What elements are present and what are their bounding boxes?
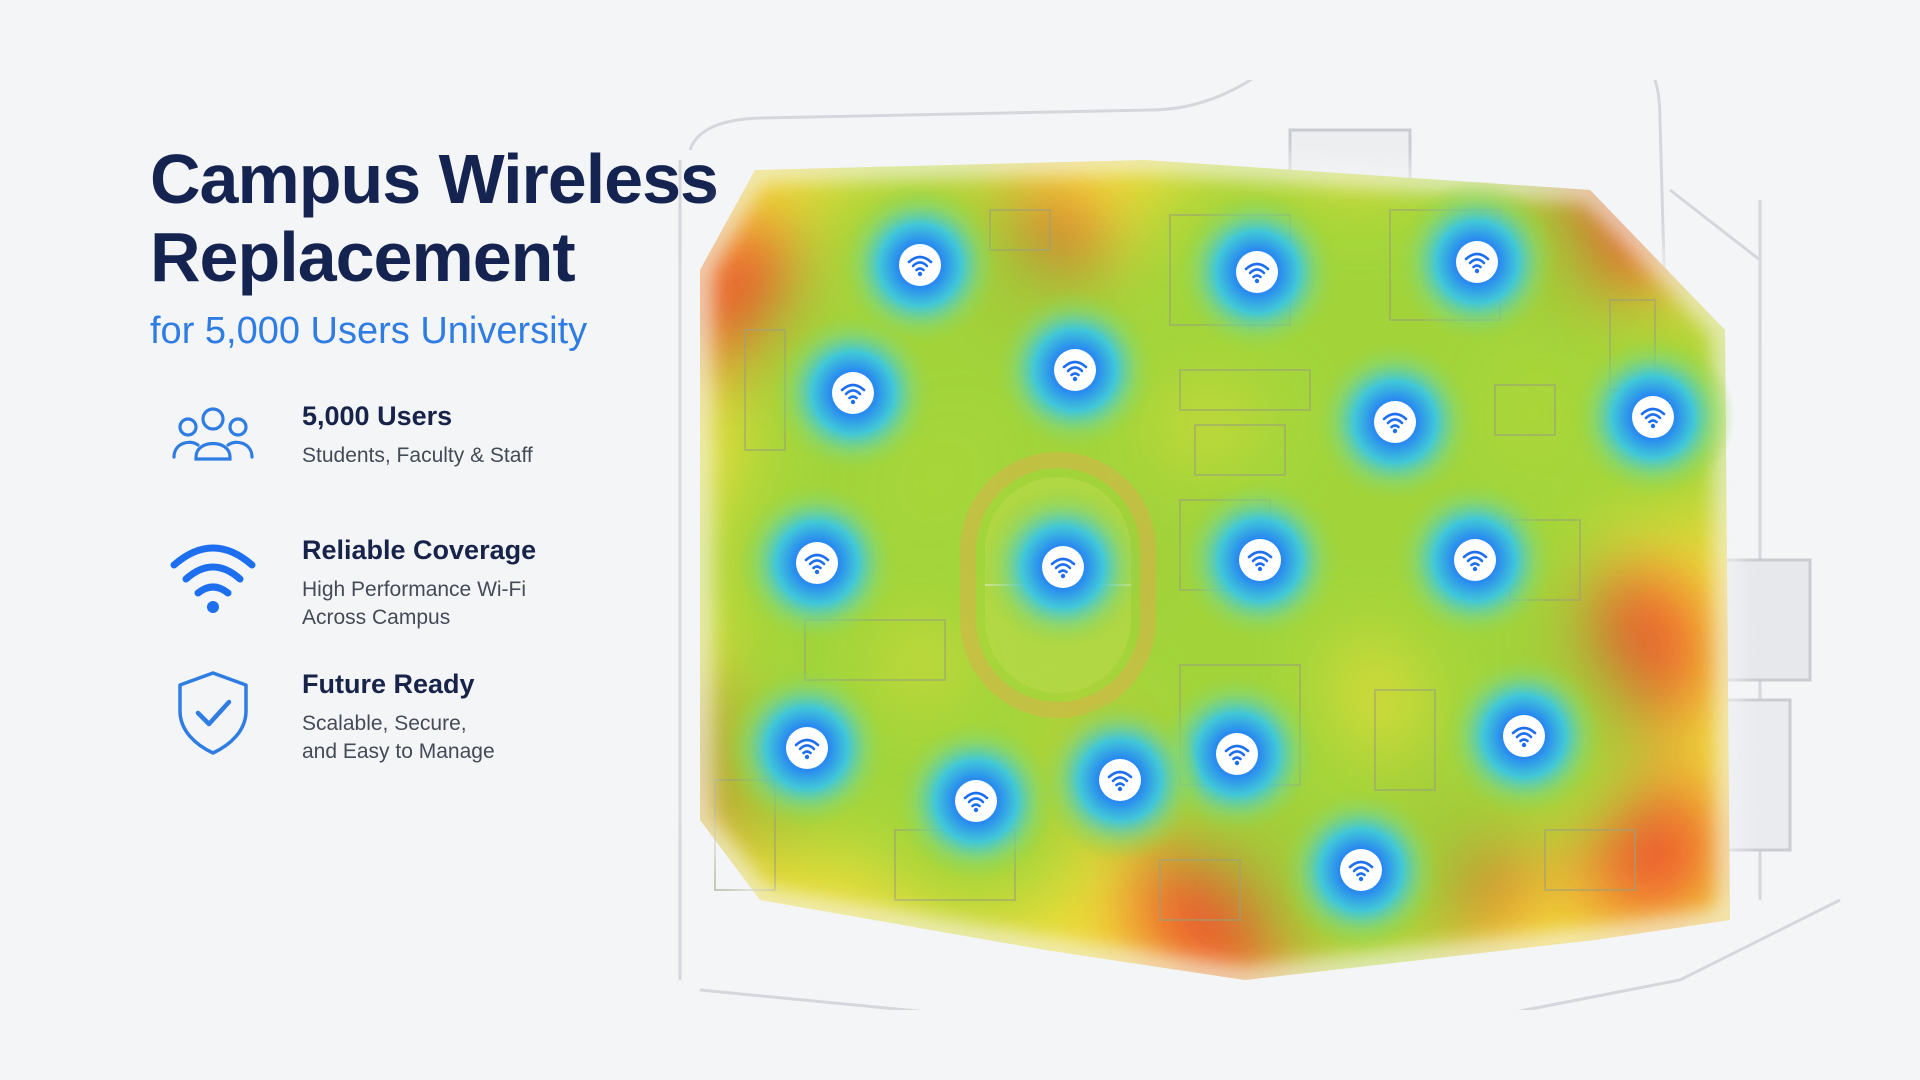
access-point-badge bbox=[1374, 401, 1416, 443]
access-point-badge bbox=[1216, 733, 1258, 775]
access-point-3[interactable] bbox=[1395, 180, 1559, 344]
edge-fade bbox=[688, 147, 1743, 993]
wifi-icon bbox=[1107, 770, 1133, 792]
access-point-badge bbox=[1632, 396, 1674, 438]
feature-coverage: Reliable Coverage High Performance Wi-Fi… bbox=[150, 535, 770, 655]
access-point-10[interactable] bbox=[1178, 478, 1342, 642]
access-point-badge bbox=[955, 780, 997, 822]
access-point-12[interactable] bbox=[725, 666, 889, 830]
access-point-badge bbox=[1456, 241, 1498, 283]
feature-title: Reliable Coverage bbox=[302, 535, 537, 565]
access-point-16[interactable] bbox=[1279, 788, 1443, 952]
access-point-5[interactable] bbox=[993, 288, 1157, 452]
wifi-icon bbox=[1244, 262, 1270, 284]
wifi-icon bbox=[804, 553, 830, 575]
access-point-2[interactable] bbox=[1175, 190, 1339, 354]
access-point-badge bbox=[832, 372, 874, 414]
campus-heatmap bbox=[678, 80, 1841, 1010]
wifi-icon bbox=[907, 255, 933, 277]
access-point-17[interactable] bbox=[1038, 698, 1202, 862]
wifi-icon bbox=[840, 383, 866, 405]
wifi-icon bbox=[1050, 557, 1076, 579]
wifi-icon bbox=[1640, 407, 1666, 429]
access-point-4[interactable] bbox=[771, 311, 935, 475]
feature-title: 5,000 Users bbox=[302, 401, 453, 431]
feature-description: Students, Faculty & Staff bbox=[302, 444, 533, 467]
access-point-15[interactable] bbox=[1442, 654, 1606, 818]
feature-description: Scalable, Secure, and Easy to Manage bbox=[302, 712, 495, 763]
access-point-badge bbox=[1454, 539, 1496, 581]
wifi-icon bbox=[963, 791, 989, 813]
feature-title: Future Ready bbox=[302, 669, 475, 699]
access-point-badge bbox=[1503, 715, 1545, 757]
access-point-badge bbox=[899, 244, 941, 286]
access-point-6[interactable] bbox=[1313, 340, 1477, 504]
access-point-badge bbox=[1099, 759, 1141, 801]
wifi-icon bbox=[1348, 860, 1374, 882]
access-point-11[interactable] bbox=[1393, 478, 1557, 642]
access-point-9[interactable] bbox=[981, 485, 1145, 649]
access-point-13[interactable] bbox=[894, 719, 1058, 883]
intro-panel: Campus Wireless Replacement for 5,000 Us… bbox=[150, 140, 770, 803]
feature-description: High Performance Wi-Fi Across Campus bbox=[302, 578, 527, 629]
page-subtitle: for 5,000 Users University bbox=[150, 310, 588, 352]
page-title: Campus Wireless Replacement bbox=[150, 140, 770, 296]
wifi-icon bbox=[1511, 726, 1537, 748]
title-line-2: Replacement bbox=[150, 218, 576, 296]
access-point-badge bbox=[786, 727, 828, 769]
wifi-icon bbox=[1464, 252, 1490, 274]
feature-future-ready: Future Ready Scalable, Secure, and Easy … bbox=[150, 669, 770, 789]
access-point-layer bbox=[725, 180, 1735, 952]
access-point-1[interactable] bbox=[838, 183, 1002, 347]
access-point-badge bbox=[1054, 349, 1096, 391]
wifi-icon bbox=[170, 544, 256, 613]
access-point-7[interactable] bbox=[1571, 335, 1735, 499]
feature-list: 5,000 Users Students, Faculty & Staff Re… bbox=[150, 401, 770, 789]
access-point-badge bbox=[796, 542, 838, 584]
access-point-8[interactable] bbox=[735, 481, 899, 645]
wifi-icon bbox=[1247, 550, 1273, 572]
wifi-icon bbox=[1462, 550, 1488, 572]
title-line-1: Campus Wireless bbox=[150, 140, 719, 218]
access-point-badge bbox=[1340, 849, 1382, 891]
wifi-icon bbox=[1062, 360, 1088, 382]
wifi-icon bbox=[794, 738, 820, 760]
access-point-badge bbox=[1239, 539, 1281, 581]
access-point-badge bbox=[1236, 251, 1278, 293]
feature-users: 5,000 Users Students, Faculty & Staff bbox=[150, 401, 770, 521]
access-point-badge bbox=[1042, 546, 1084, 588]
wifi-icon bbox=[1224, 744, 1250, 766]
users-icon bbox=[172, 407, 254, 461]
shield-check-icon bbox=[178, 671, 248, 755]
wifi-icon bbox=[1382, 412, 1408, 434]
